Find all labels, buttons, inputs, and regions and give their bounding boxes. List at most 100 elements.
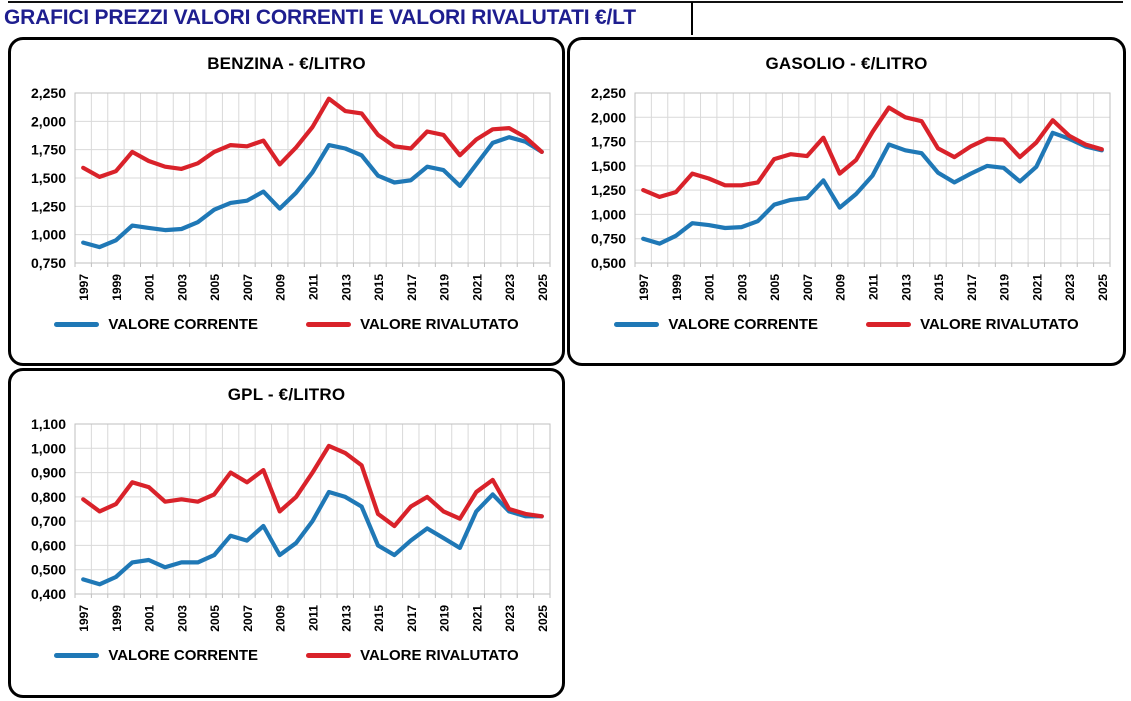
x-axis-labels: 1997 1999 2001 2003 2005 2007 2009 2011 2013 2015… — [77, 605, 550, 632]
svg-text:2025: 2025 — [1095, 274, 1109, 301]
x-tick-marks — [634, 263, 1110, 267]
line-valore-rivalutato — [80, 443, 544, 529]
svg-text:2015: 2015 — [932, 274, 946, 301]
svg-text:2013: 2013 — [899, 274, 913, 301]
legend-item-corrente[interactable]: VALORE CORRENTE — [54, 647, 258, 664]
svg-text:2025: 2025 — [535, 605, 549, 632]
svg-text:2023: 2023 — [503, 274, 517, 301]
y-axis-labels: 2,250 2,000 1,750 1,500 1,250 1,000 0,750 0,500 — [590, 85, 625, 271]
svg-text:2013: 2013 — [339, 274, 353, 301]
svg-text:2003: 2003 — [175, 274, 189, 301]
corrente-line-swatch — [614, 322, 660, 327]
svg-text:1,750: 1,750 — [590, 134, 625, 150]
chart-title-gpl: GPL - €/LITRO — [227, 385, 346, 404]
svg-text:2007: 2007 — [240, 605, 254, 632]
svg-text:2,000: 2,000 — [590, 109, 625, 125]
legend-label-rivalutato: VALORE RIVALUTATO — [360, 647, 519, 664]
svg-text:2015: 2015 — [372, 274, 386, 301]
benzina-chart-panel[interactable]: BENZINA - €/LITRO 2,250 2,000 1,750 1,500 1,… — [8, 37, 565, 366]
svg-text:1,250: 1,250 — [30, 198, 65, 214]
svg-text:1997: 1997 — [77, 274, 91, 301]
corrente-line-swatch — [54, 322, 100, 327]
line-valore-corrente — [80, 489, 544, 587]
svg-text:1997: 1997 — [77, 605, 91, 632]
line-valore-rivalutato — [640, 105, 1104, 199]
plot-border — [74, 92, 550, 264]
legend-label-corrente: VALORE CORRENTE — [108, 647, 259, 664]
rivalutato-line-swatch — [306, 653, 352, 658]
svg-text:2021: 2021 — [470, 605, 484, 632]
svg-text:2017: 2017 — [404, 274, 418, 301]
svg-text:2025: 2025 — [535, 274, 549, 301]
x-tick-marks — [74, 594, 550, 598]
svg-text:2011: 2011 — [866, 274, 880, 300]
svg-text:2005: 2005 — [208, 274, 222, 301]
text-cursor — [691, 2, 693, 35]
svg-text:1,000: 1,000 — [30, 440, 65, 456]
svg-text:2001: 2001 — [702, 274, 716, 301]
y-axis-labels: 1,100 1,000 0,900 0,800 0,700 0,600 0,500 0,400 — [30, 416, 65, 602]
chart-title-gasolio: GASOLIO - €/LITRO — [765, 54, 928, 73]
corrente-line-swatch — [54, 653, 100, 658]
svg-text:1,000: 1,000 — [590, 206, 625, 222]
x-axis-labels: 1997 1999 2001 2003 2005 2007 2009 2011 2013 2015… — [77, 274, 550, 301]
legend-item-rivalutato[interactable]: VALORE RIVALUTATO — [306, 316, 519, 333]
gasolio-chart-panel[interactable]: GASOLIO - €/LITRO 2,250 2,000 1,750 1,500 1,… — [567, 37, 1126, 366]
svg-text:0,500: 0,500 — [590, 255, 625, 271]
legend-benzina: VALORE CORRENTE VALORE RIVALUTATO — [11, 316, 562, 333]
svg-text:2,000: 2,000 — [30, 113, 65, 129]
svg-text:2009: 2009 — [273, 274, 287, 301]
gridlines — [74, 93, 550, 263]
svg-text:2015: 2015 — [372, 605, 386, 632]
svg-text:2003: 2003 — [175, 605, 189, 632]
svg-text:2007: 2007 — [240, 274, 254, 301]
svg-text:0,700: 0,700 — [30, 513, 65, 529]
svg-text:2019: 2019 — [437, 274, 451, 301]
legend-item-corrente[interactable]: VALORE CORRENTE — [614, 316, 818, 333]
svg-text:2001: 2001 — [142, 605, 156, 632]
svg-text:0,600: 0,600 — [30, 537, 65, 553]
legend-item-rivalutato[interactable]: VALORE RIVALUTATO — [866, 316, 1079, 333]
svg-text:0,900: 0,900 — [30, 465, 65, 481]
svg-text:2007: 2007 — [800, 274, 814, 301]
svg-text:0,800: 0,800 — [30, 489, 65, 505]
plot-border — [74, 423, 550, 595]
legend-label-rivalutato: VALORE RIVALUTATO — [920, 316, 1079, 333]
legend-label-corrente: VALORE CORRENTE — [108, 316, 259, 333]
svg-text:2021: 2021 — [1030, 274, 1044, 301]
svg-text:2019: 2019 — [437, 605, 451, 632]
line-valore-rivalutato — [80, 96, 544, 179]
svg-text:2021: 2021 — [470, 274, 484, 301]
svg-text:2005: 2005 — [208, 605, 222, 632]
svg-text:2017: 2017 — [404, 605, 418, 632]
gridlines — [634, 93, 1110, 263]
legend-item-corrente[interactable]: VALORE CORRENTE — [54, 316, 258, 333]
legend-item-rivalutato[interactable]: VALORE RIVALUTATO — [306, 647, 519, 664]
svg-text:2019: 2019 — [997, 274, 1011, 301]
svg-text:1999: 1999 — [109, 605, 123, 632]
gpl-plot-area: 1,100 1,000 0,900 0,800 0,700 0,600 0,500 0,400… — [30, 416, 550, 632]
svg-text:2009: 2009 — [273, 605, 287, 632]
svg-text:0,500: 0,500 — [30, 562, 65, 578]
svg-text:1,000: 1,000 — [30, 227, 65, 243]
svg-text:1,500: 1,500 — [30, 170, 65, 186]
svg-text:2011: 2011 — [306, 274, 320, 300]
legend-gpl: VALORE CORRENTE VALORE RIVALUTATO — [11, 647, 562, 664]
gpl-chart-panel[interactable]: GPL - €/LITRO 1,100 1,000 0,900 0,800 0,700 0… — [8, 368, 565, 698]
line-valore-corrente — [80, 135, 544, 250]
x-tick-marks — [74, 263, 550, 267]
x-axis-labels: 1997 1999 2001 2003 2005 2007 2009 2011 2013 2015… — [637, 274, 1110, 301]
svg-text:2023: 2023 — [1063, 274, 1077, 301]
chart-title-benzina: BENZINA - €/LITRO — [207, 54, 366, 73]
rivalutato-line-swatch — [866, 322, 912, 327]
svg-text:2005: 2005 — [768, 274, 782, 301]
legend-label-rivalutato: VALORE RIVALUTATO — [360, 316, 519, 333]
svg-text:1,750: 1,750 — [30, 142, 65, 158]
svg-text:1,100: 1,100 — [30, 416, 65, 432]
svg-text:1999: 1999 — [669, 274, 683, 301]
svg-text:2,250: 2,250 — [590, 85, 625, 101]
svg-text:2,250: 2,250 — [30, 85, 65, 101]
svg-text:2011: 2011 — [306, 605, 320, 631]
svg-text:2009: 2009 — [833, 274, 847, 301]
